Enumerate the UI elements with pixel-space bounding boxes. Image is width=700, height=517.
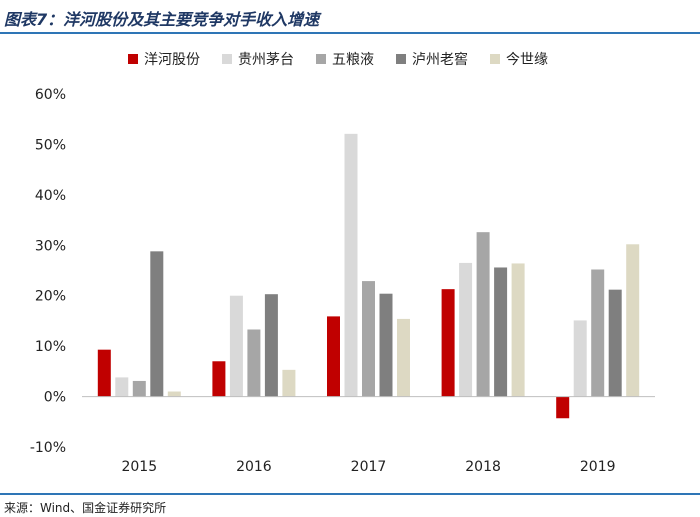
- chart-title: 图表7：洋河股份及其主要竞争对手收入增速: [4, 10, 320, 29]
- bar: [115, 377, 129, 397]
- legend-swatch: [396, 54, 406, 64]
- bar: [608, 289, 622, 397]
- bar: [167, 391, 181, 397]
- legend-label: 洋河股份: [144, 52, 200, 68]
- legend: 洋河股份 贵州茅台 五粮液 泸州老窖 今世缘: [128, 50, 548, 68]
- legend-item: 泸州老窖: [396, 50, 468, 68]
- bar: [441, 289, 455, 397]
- bar: [397, 318, 410, 397]
- source-note: 来源：Wind、国金证券研究所: [4, 501, 167, 515]
- bar-chart: -10% 0% 10% 20% 30% 40% 50% 60% 2015 2016 2017 2018…: [30, 87, 655, 475]
- x-tick-label: 2016: [236, 459, 272, 475]
- bar: [264, 294, 278, 397]
- bar: [344, 133, 358, 397]
- legend-item: 洋河股份: [128, 50, 200, 68]
- x-tick-label: 2019: [580, 459, 616, 475]
- bar: [511, 263, 525, 397]
- legend-item: 今世缘: [490, 50, 548, 68]
- legend-label: 五粮液: [332, 52, 374, 68]
- bar: [282, 369, 296, 397]
- y-tick-label: 0%: [44, 390, 66, 406]
- x-tick-label: 2015: [121, 459, 157, 475]
- legend-label: 泸州老窖: [412, 52, 468, 68]
- bar: [476, 232, 490, 397]
- bar: [150, 251, 164, 397]
- bar: [212, 361, 226, 397]
- bar: [379, 293, 393, 397]
- y-tick-label: 30%: [35, 238, 66, 254]
- bar: [591, 269, 605, 397]
- bar: [556, 396, 570, 419]
- x-tick-label: 2017: [351, 459, 387, 475]
- x-tick-label: 2018: [465, 459, 501, 475]
- bar: [362, 281, 375, 397]
- bar: [247, 329, 261, 397]
- legend-swatch: [222, 54, 232, 64]
- bar: [327, 316, 340, 397]
- legend-label: 今世缘: [506, 52, 548, 68]
- bar: [459, 262, 473, 397]
- legend-label: 贵州茅台: [238, 52, 294, 68]
- bar: [229, 295, 243, 397]
- legend-swatch: [316, 54, 326, 64]
- bar: [494, 267, 508, 397]
- bar: [626, 244, 640, 397]
- bar: [573, 320, 587, 397]
- bottom-rule: [0, 493, 700, 495]
- y-tick-label: 10%: [35, 339, 66, 355]
- legend-item: 五粮液: [316, 50, 374, 68]
- y-tick-label: 20%: [35, 289, 66, 305]
- y-tick-label: 40%: [35, 188, 66, 204]
- y-tick-label: 60%: [35, 87, 66, 103]
- legend-item: 贵州茅台: [222, 50, 294, 68]
- y-tick-label: -10%: [30, 440, 66, 456]
- top-rule: [0, 32, 700, 34]
- bar: [132, 380, 146, 397]
- y-tick-label: 50%: [35, 137, 66, 153]
- legend-swatch: [490, 54, 500, 64]
- legend-swatch: [128, 54, 138, 64]
- bar: [97, 349, 111, 397]
